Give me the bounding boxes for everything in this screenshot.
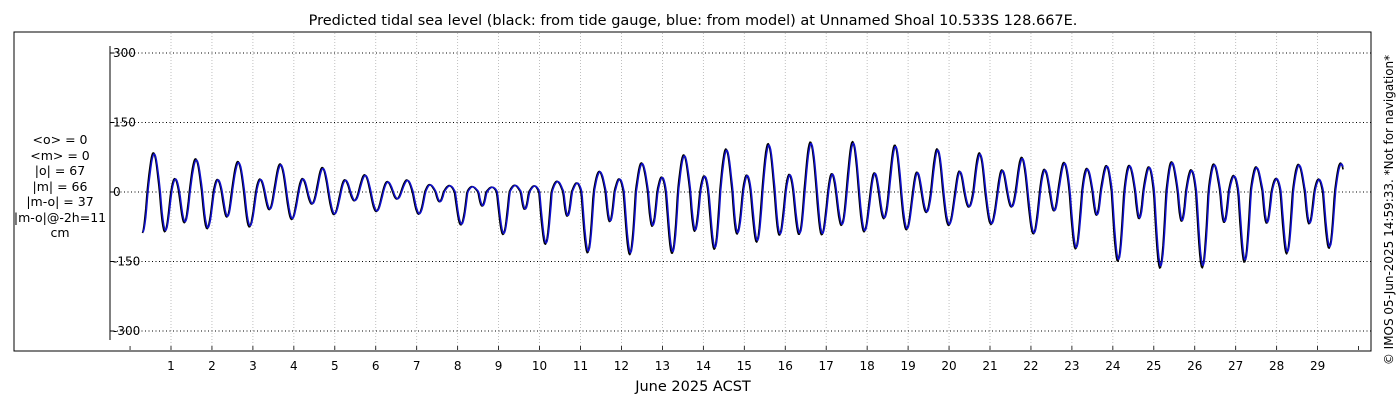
stat-abs-model: |m| = 66 xyxy=(32,178,88,194)
copyright-note: © IMOS 05-Jun-2025 14:59:33. *Not for na… xyxy=(1382,55,1396,365)
x-tick-label: 15 xyxy=(737,359,752,373)
x-tick-label: 2 xyxy=(208,359,216,373)
y-tick-label: -150 xyxy=(113,255,140,269)
series xyxy=(141,140,1344,269)
x-tick-label: 18 xyxy=(860,359,875,373)
tide-gauge-series xyxy=(141,140,1344,269)
x-tick-label: 10 xyxy=(532,359,547,373)
y-axis: 300 150 0 -150 -300 xyxy=(109,46,140,340)
stat-abs-diff: |m-o| = 37 xyxy=(26,194,94,209)
x-tick-label: 21 xyxy=(982,359,997,373)
x-tick-label: 3 xyxy=(249,359,257,373)
x-tick-label: 16 xyxy=(778,359,793,373)
stat-mean-model: <m> = 0 xyxy=(30,147,90,163)
stat-mean-obs: <o> = 0 xyxy=(32,132,88,147)
x-tick-label: 19 xyxy=(900,359,915,373)
x-tick-label: 29 xyxy=(1310,359,1325,373)
grid xyxy=(110,33,1371,350)
stat-abs-obs: |o| = 67 xyxy=(34,163,86,178)
x-tick-label: 7 xyxy=(413,359,421,373)
stat-unit: cm xyxy=(50,225,70,240)
statistics-panel: <o> = 0 <m> = 0 |o| = 67 |m| = 66 |m-o| … xyxy=(10,132,110,241)
x-tick-label: 20 xyxy=(941,359,956,373)
x-axis-label: June 2025 ACST xyxy=(634,379,751,395)
x-tick-label: 27 xyxy=(1228,359,1243,373)
x-tick-label: 28 xyxy=(1269,359,1284,373)
x-axis: 1 2 3 4 5 6 7 8 9 10 11 12 13 14 15 16 17 18 19 20 21 22 23 24 2… xyxy=(129,346,1359,373)
x-tick-label: 12 xyxy=(614,359,629,373)
x-tick-label: 22 xyxy=(1023,359,1038,373)
x-tick-label: 25 xyxy=(1146,359,1161,373)
y-tick-label: 300 xyxy=(113,46,136,60)
x-tick-label: 9 xyxy=(495,359,503,373)
x-tick-label: 26 xyxy=(1187,359,1202,373)
chart-title: Predicted tidal sea level (black: from t… xyxy=(309,13,1078,29)
x-tick-label: 8 xyxy=(454,359,462,373)
x-tick-label: 24 xyxy=(1105,359,1120,373)
x-tick-label: 13 xyxy=(655,359,670,373)
x-tick-label: 11 xyxy=(573,359,588,373)
x-tick-label: 5 xyxy=(331,359,339,373)
model-series xyxy=(142,142,1344,267)
stat-abs-diff-shift: |m-o|@-2h=11 xyxy=(13,209,107,225)
x-tick-label: 14 xyxy=(696,359,711,373)
x-tick-label: 1 xyxy=(167,359,175,373)
x-tick-label: 23 xyxy=(1064,359,1079,373)
x-tick-label: 17 xyxy=(819,359,834,373)
x-tick-label: 4 xyxy=(290,359,298,373)
x-tick-label: 6 xyxy=(372,359,380,373)
y-tick-label: -300 xyxy=(113,324,140,338)
y-tick-label: 0 xyxy=(113,185,121,199)
y-tick-label: 150 xyxy=(113,116,136,130)
